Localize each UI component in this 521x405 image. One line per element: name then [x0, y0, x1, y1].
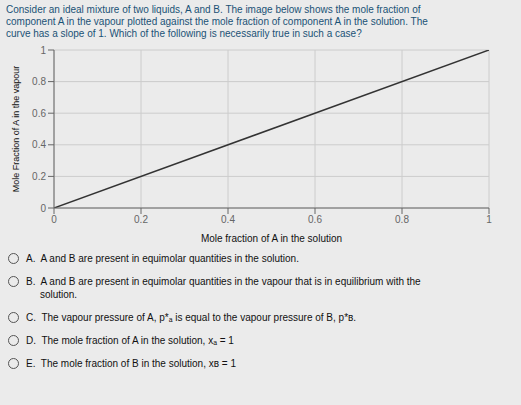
svg-text:0.6: 0.6 [32, 108, 46, 119]
html-text:A. A and B are present in equi: A. A and B are present in equimolar quan… [26, 253, 299, 264]
html-text:Consider an ideal mixture of t: Consider an ideal mixture of two liquids… [6, 4, 421, 15]
html-text:curve has a slope of 1. Which: curve has a slope of 1. Which of the fol… [6, 28, 362, 39]
svg-text:0: 0 [51, 214, 57, 225]
svg-text:Mole fraction of A in the solu: Mole fraction of A in the solution [201, 233, 342, 244]
svg-text:0.8: 0.8 [395, 214, 409, 225]
html-text:E. The mole fraction of B in t: E. The mole fraction of B in the solutio… [26, 358, 236, 369]
html-text:component A in the vapour plot: component A in the vapour plotted agains… [6, 16, 428, 27]
svg-text:0.2: 0.2 [134, 214, 148, 225]
svg-text:0.6: 0.6 [308, 214, 322, 225]
svg-text:0.4: 0.4 [221, 214, 235, 225]
svg-text:1: 1 [40, 45, 46, 56]
html-text:D. The mole fraction of A in t: D. The mole fraction of A in the solutio… [26, 335, 234, 346]
svg-text:0: 0 [40, 203, 46, 214]
svg-text:1: 1 [486, 214, 492, 225]
svg-text:0.2: 0.2 [32, 171, 46, 182]
html-text:B. A and B are present in equi: B. A and B are present in equimolar quan… [26, 276, 421, 300]
svg-text:0.4: 0.4 [32, 139, 46, 150]
svg-text:0.8: 0.8 [32, 76, 46, 87]
html-text:C. The vapour pressure of A, p: C. The vapour pressure of A, p*ₐ is equa… [26, 312, 357, 323]
svg-text:Mole Fraction of A in the vapo: Mole Fraction of A in the vapour [11, 66, 21, 193]
